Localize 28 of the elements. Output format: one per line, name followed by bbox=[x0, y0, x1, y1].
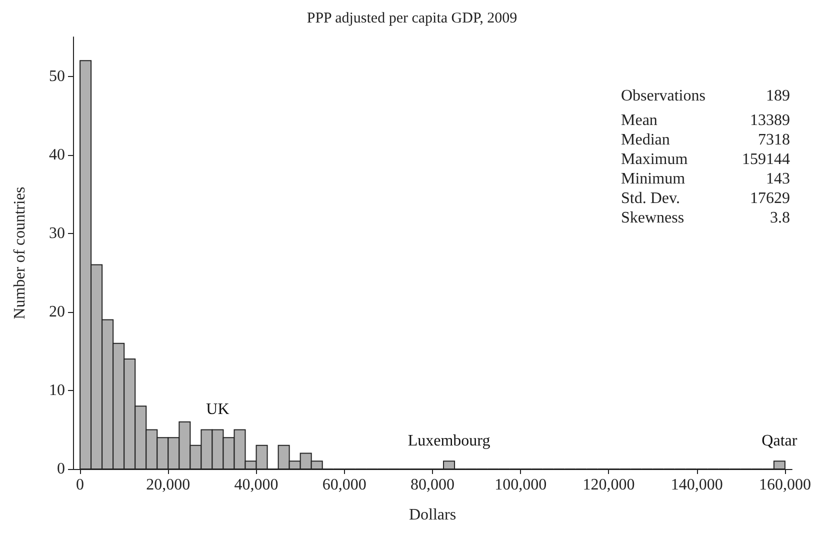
text: Mean 13389 bbox=[621, 112, 790, 129]
y-tick-label: 30 bbox=[49, 224, 65, 242]
x-tick-label: 120,000 bbox=[582, 476, 635, 494]
x-axis-title: Dollars bbox=[408, 506, 456, 524]
annotation: Qatar bbox=[762, 432, 798, 450]
y-tick-label: 50 bbox=[49, 68, 65, 85]
x-tick-label: 140,000 bbox=[670, 476, 723, 494]
x-tick-label: 100,000 bbox=[494, 476, 547, 494]
text: Median 7318 bbox=[621, 132, 790, 148]
chart-title: PPP adjusted per capita GDP, 2009 bbox=[306, 10, 518, 26]
x-tick-label: 20,000 bbox=[146, 476, 190, 494]
x-tick-label: 0 bbox=[76, 476, 84, 494]
text: Observations 189 bbox=[621, 88, 790, 104]
y-tick-label: 20 bbox=[49, 303, 65, 320]
text: Skewness 3.8 bbox=[621, 210, 790, 226]
annotation: Luxembourg bbox=[408, 432, 490, 450]
text: Maximum 159144 bbox=[621, 151, 790, 168]
text: Std. Dev. 17629 bbox=[621, 190, 790, 207]
x-tick-label: 80,000 bbox=[410, 476, 454, 494]
x-tick-label: 40,000 bbox=[234, 476, 278, 494]
annotation: UK bbox=[206, 401, 230, 418]
text: Minimum 143 bbox=[621, 170, 790, 188]
x-tick-label: 160,000 bbox=[758, 476, 811, 494]
y-tick-label: 40 bbox=[49, 146, 65, 164]
y-axis-title: Number of countries bbox=[12, 186, 28, 320]
y-tick-label: 10 bbox=[49, 382, 65, 399]
y-tick-label: 0 bbox=[57, 460, 65, 478]
x-tick-label: 60,000 bbox=[322, 476, 366, 494]
